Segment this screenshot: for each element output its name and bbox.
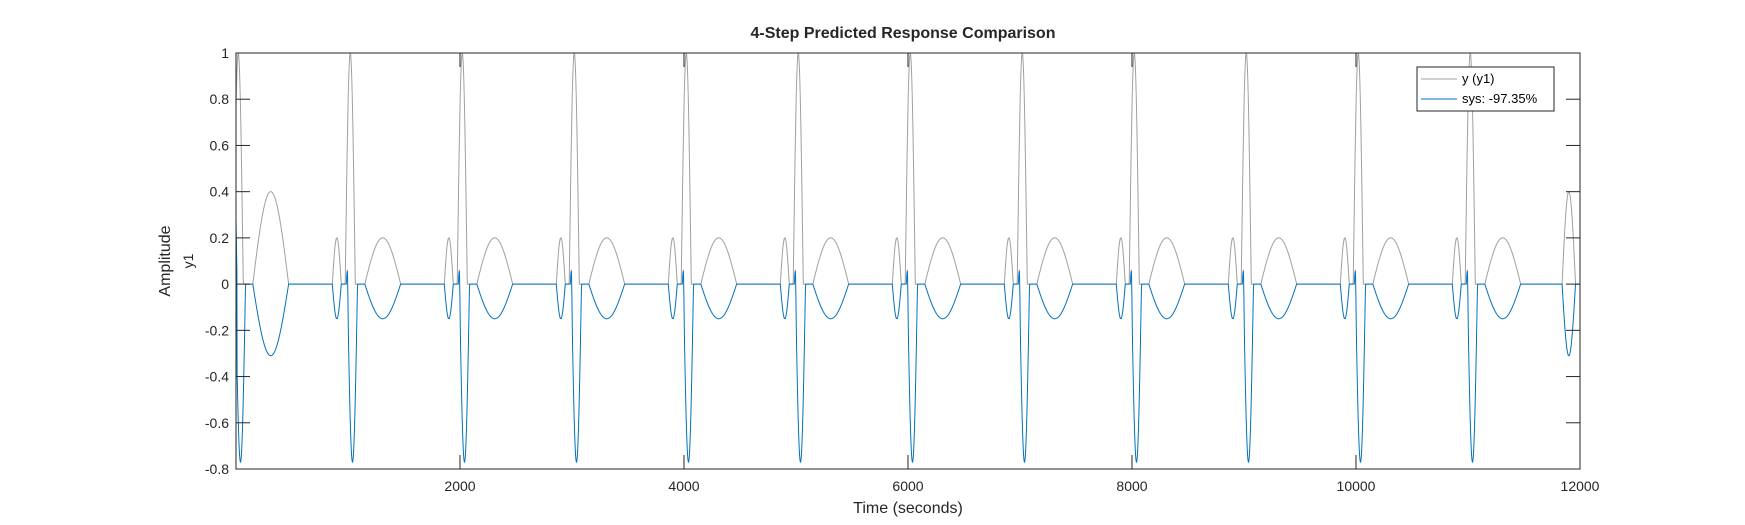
x-tick-label: 2000 [444,478,475,494]
y-tick-label: 0.4 [210,184,230,200]
series-line-measured [236,53,1580,285]
y-axis-label: Amplitude [157,225,174,296]
x-tick-label: 12000 [1561,478,1600,494]
series-layer [236,53,1580,464]
tick-layer: 2000 4000 6000 8000 10000 12000 -0.8 -0.6 -0.4 -0… [205,45,1600,494]
chart-title: 4-Step Predicted Response Comparison [751,25,1056,42]
x-tick-label: 10000 [1337,478,1376,494]
y-output-label: y1 [180,253,196,268]
y-tick-label: 0 [221,276,229,292]
legend-box [1416,66,1555,112]
legend-label-measured: y (y1) [1462,71,1495,86]
x-tick-label: 8000 [1116,478,1147,494]
x-axis-label: Time (seconds) [853,500,963,517]
x-tick-label: 6000 [892,478,923,494]
x-tick-label: 4000 [668,478,699,494]
y-tick-label: 0.8 [210,91,230,107]
y-tick-label: 1 [221,45,229,61]
y-tick-label: 0.6 [210,137,230,153]
y-tick-label: 0.2 [210,230,230,246]
series-line-model [236,219,1580,464]
legend[interactable]: y (y1) sys: -97.35% [1416,66,1555,112]
y-tick-label: -0.4 [205,369,229,385]
y-tick-label: -0.8 [205,461,229,477]
y-tick-label: -0.2 [205,322,229,338]
plot-area: 2000 4000 6000 8000 10000 12000 -0.8 -0.6 -0.4 -0… [205,45,1600,494]
legend-label-model: sys: -97.35% [1462,91,1538,106]
y-tick-label: -0.6 [205,415,229,431]
